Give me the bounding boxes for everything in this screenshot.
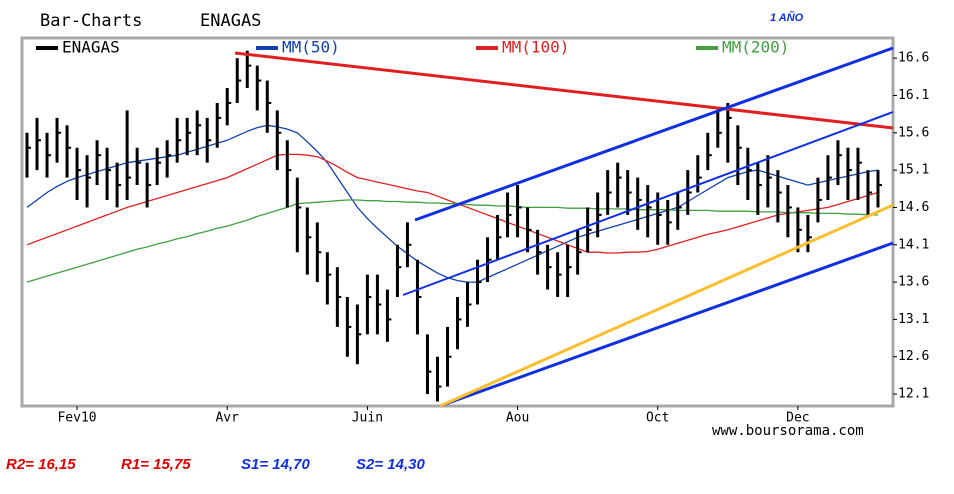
level-annotation: R1= 15,75 xyxy=(121,456,191,473)
y-tick-label: 12.1 xyxy=(898,387,929,402)
ma-line xyxy=(26,153,879,254)
y-tick-label: 13.6 xyxy=(898,275,929,290)
x-tick-label: Aou xyxy=(506,411,529,426)
legend-label: MM(50) xyxy=(282,38,340,57)
chart-title: Bar-Charts xyxy=(40,11,142,31)
x-tick-label: Dec xyxy=(786,411,809,426)
y-tick-label: 15.1 xyxy=(898,163,929,178)
level-annotation: S1= 14,70 xyxy=(241,456,310,473)
x-tick-label: Juin xyxy=(352,411,383,426)
legend-label: MM(100) xyxy=(502,38,569,57)
level-annotation: R2= 16,15 xyxy=(6,456,76,473)
source: www.boursorama.com xyxy=(712,423,864,439)
legend-label: MM(200) xyxy=(722,38,789,57)
x-tick-label: Fev10 xyxy=(57,411,96,426)
x-tick-label: Avr xyxy=(215,411,239,426)
ma-line xyxy=(26,199,878,283)
y-tick-label: 16.1 xyxy=(898,88,929,103)
level-annotation: S2= 14,30 xyxy=(356,456,425,473)
resistance-line xyxy=(234,51,894,130)
x-tick-label: Oct xyxy=(646,411,669,426)
ma-line xyxy=(26,124,879,283)
channel-bottom xyxy=(439,241,894,408)
support-line xyxy=(439,203,894,408)
plot-area xyxy=(25,50,882,402)
period-label: 1 AÑO xyxy=(770,11,804,24)
y-tick-label: 16.6 xyxy=(898,51,929,66)
y-tick-label: 12.6 xyxy=(898,349,929,364)
y-tick-label: 14.1 xyxy=(898,237,929,252)
y-tick-label: 15.6 xyxy=(898,125,929,140)
y-tick-label: 13.1 xyxy=(898,312,929,327)
plot-frame xyxy=(20,36,895,408)
channel-top xyxy=(414,46,894,222)
chart-subtitle: ENAGAS xyxy=(200,11,261,31)
y-tick-label: 14.6 xyxy=(898,200,929,215)
legend-label: ENAGAS xyxy=(62,38,120,57)
channel-mid xyxy=(402,111,894,296)
